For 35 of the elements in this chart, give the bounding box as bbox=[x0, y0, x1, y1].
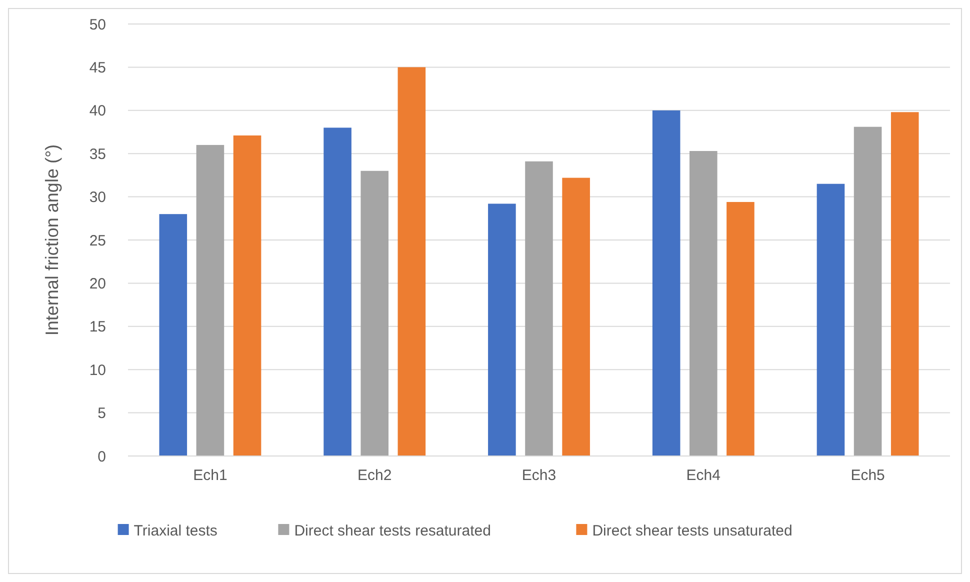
legend-label: Direct shear tests resaturated bbox=[294, 522, 491, 540]
x-tick-label: Ech1 bbox=[193, 467, 228, 484]
bar bbox=[726, 202, 754, 456]
x-tick-label: Ech5 bbox=[850, 467, 885, 484]
bar bbox=[360, 170, 388, 456]
bar bbox=[233, 135, 262, 456]
bar bbox=[890, 112, 919, 456]
bar bbox=[525, 161, 553, 456]
y-tick-label: 15 bbox=[89, 318, 106, 336]
y-tick-label: 25 bbox=[89, 232, 106, 250]
y-tick-label: 30 bbox=[89, 189, 106, 206]
x-tick-label: Ech2 bbox=[358, 467, 392, 484]
bar bbox=[652, 110, 680, 456]
bar bbox=[816, 184, 845, 456]
bar bbox=[562, 178, 590, 456]
y-tick-label: 35 bbox=[89, 146, 106, 163]
y-tick-label: 50 bbox=[89, 16, 106, 34]
y-tick-label: 10 bbox=[89, 362, 106, 379]
bar bbox=[488, 204, 516, 456]
bar bbox=[854, 126, 882, 456]
y-tick-label: 45 bbox=[89, 59, 106, 76]
y-tick-label: 0 bbox=[98, 448, 106, 466]
y-tick-label: 40 bbox=[89, 102, 106, 120]
legend-label: Triaxial tests bbox=[134, 522, 218, 540]
bar bbox=[196, 144, 224, 456]
y-tick-label: 20 bbox=[89, 275, 106, 292]
y-axis-title: Internal friction angle (°) bbox=[42, 144, 62, 336]
bar bbox=[324, 128, 352, 456]
y-tick-label: 5 bbox=[98, 405, 106, 422]
legend-label: Direct shear tests unsaturated bbox=[592, 522, 792, 540]
x-tick-label: Ech3 bbox=[522, 467, 556, 484]
x-tick-label: Ech4 bbox=[686, 467, 720, 484]
bar bbox=[398, 67, 426, 456]
bar bbox=[690, 151, 718, 456]
bar bbox=[159, 214, 188, 456]
